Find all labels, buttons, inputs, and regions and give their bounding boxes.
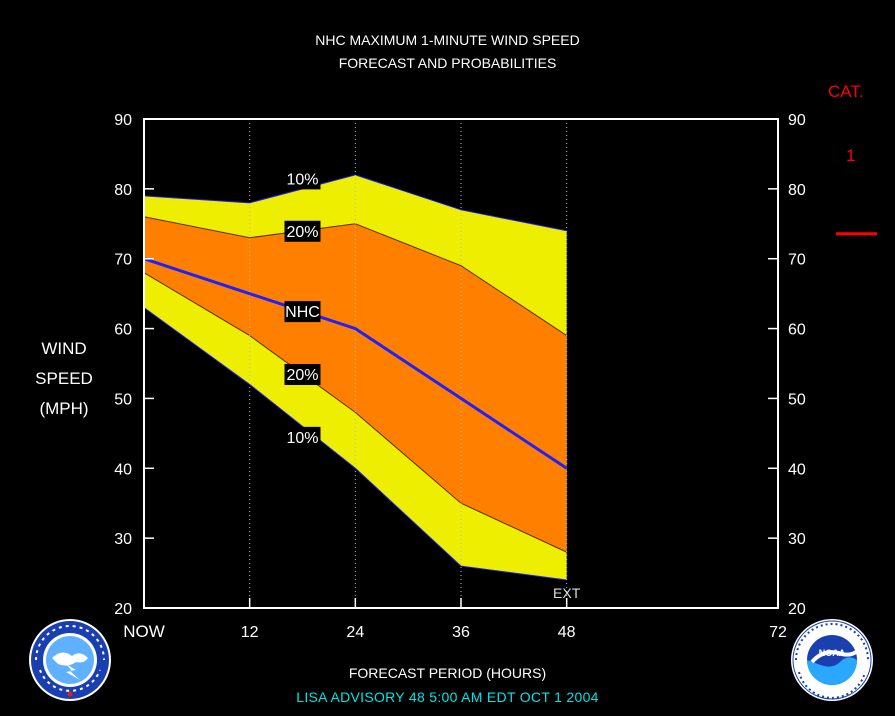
y-tick-label-left: 20 xyxy=(114,601,132,618)
series-line-lower-20 xyxy=(143,272,567,553)
y-tick-label-right: 80 xyxy=(788,182,806,199)
noaa-logo-icon: NOAA xyxy=(791,619,873,701)
curve-label: 20% xyxy=(286,224,318,241)
x-tick-label: 12 xyxy=(241,624,259,641)
advisory-line: LISA ADVISORY 48 5:00 AM EDT OCT 1 2004 xyxy=(296,689,599,705)
x-tick-label: 72 xyxy=(769,624,787,641)
y-tick-label-right: 20 xyxy=(788,601,806,618)
x-tick-label: 24 xyxy=(346,624,364,641)
y-tick-label-left: 40 xyxy=(114,461,132,478)
svg-text:NOAA: NOAA xyxy=(819,648,846,658)
series-line-nhc-forecast xyxy=(143,257,568,470)
y-tick-label-right: 30 xyxy=(788,531,806,548)
x-tick-label: 48 xyxy=(558,624,576,641)
y-tick-label-right: 90 xyxy=(788,112,806,129)
y-tick-label-right: 60 xyxy=(788,322,806,339)
y-tick-label-left: 30 xyxy=(114,531,132,548)
x-tick-label: 36 xyxy=(452,624,470,641)
inner-probability-band xyxy=(144,216,567,553)
curve-label: NHC xyxy=(285,304,320,321)
curve-label-box xyxy=(284,363,321,385)
y-tick-label-right: 70 xyxy=(788,252,806,269)
y-tick-label-right: 40 xyxy=(788,461,806,478)
series-line-lower-10 xyxy=(143,307,567,581)
y-axis-label-line2: SPEED xyxy=(35,369,93,388)
y-tick-label-left: 70 xyxy=(114,252,132,269)
x-axis-label: FORECAST PERIOD (HOURS) xyxy=(348,665,547,681)
nws-logo-icon xyxy=(29,619,111,701)
curve-label-box xyxy=(284,301,321,323)
chart-title-line2: FORECAST AND PROBABILITIES xyxy=(338,55,557,71)
y-tick-label-left: 60 xyxy=(114,322,132,339)
y-tick-label-left: 50 xyxy=(114,391,132,408)
curve-label-box xyxy=(284,426,321,448)
chart-title-line1: NHC MAXIMUM 1-MINUTE WIND SPEED xyxy=(315,32,580,48)
y-tick-label-right: 50 xyxy=(788,391,806,408)
curve-label-box xyxy=(284,220,321,242)
curve-label-box xyxy=(284,168,321,190)
y-tick-label-left: 90 xyxy=(114,112,132,129)
curve-label: 10% xyxy=(286,171,318,188)
category-title: CAT. xyxy=(828,82,864,101)
y-axis-label-line1: WIND xyxy=(41,339,87,358)
ext-annotation: EXT xyxy=(553,585,581,601)
x-tick-label: NOW xyxy=(123,622,165,641)
curve-label: 20% xyxy=(286,367,318,384)
series-line-upper-10 xyxy=(143,174,567,232)
y-tick-label-left: 80 xyxy=(114,182,132,199)
curve-label: 10% xyxy=(286,430,318,447)
category-value: 1 xyxy=(846,146,856,165)
y-axis-label-line3: (MPH) xyxy=(39,399,89,418)
